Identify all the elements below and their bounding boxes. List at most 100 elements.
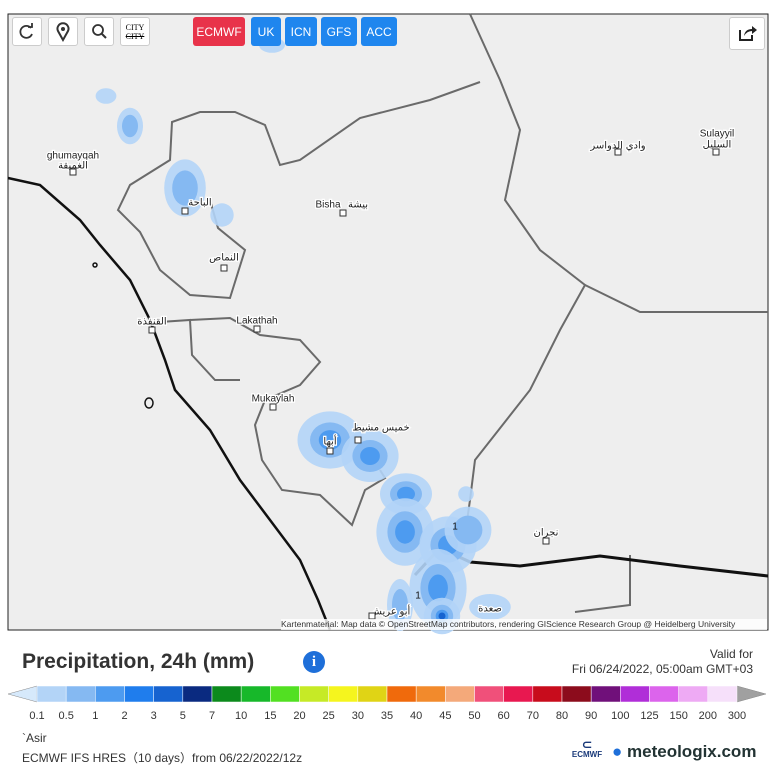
road (159, 318, 240, 381)
location-button[interactable] (48, 17, 78, 46)
place-marker (326, 447, 334, 455)
place-marker (712, 148, 720, 156)
precip-area (122, 114, 138, 138)
legend-title: Precipitation, 24h (mm) (22, 650, 255, 673)
meteologix-text: meteologix.com (627, 742, 757, 761)
place-marker (339, 209, 347, 217)
scale-tick-label: 50 (468, 710, 480, 722)
share-button[interactable] (729, 17, 765, 50)
road (189, 316, 387, 527)
scale-cell (445, 685, 475, 703)
precip-area (453, 515, 483, 545)
city-button[interactable]: CITY CITY (120, 17, 150, 46)
info-button[interactable]: i (303, 651, 325, 673)
contour-label: 1 (415, 591, 421, 602)
scale-cell (415, 685, 446, 703)
attribution: Kartenmaterial: Map data © OpenStreetMap… (281, 619, 767, 630)
place-label: النماص (209, 253, 239, 264)
scale-tick-label: 1 (92, 710, 98, 722)
model-button[interactable]: GFS (321, 17, 357, 46)
city-icon: CITY (125, 23, 145, 32)
scale-cell (357, 685, 388, 703)
place-marker (354, 436, 362, 444)
scale-tick-label: 125 (640, 710, 658, 722)
place-label: السليل (703, 140, 732, 151)
place-label: بيشة (348, 200, 368, 211)
precip-area (458, 486, 474, 502)
contour-label: 1 (452, 522, 458, 533)
place-marker (614, 148, 622, 156)
model-run: ECMWF IFS HRES（10 days）from 06/22/2022/1… (22, 751, 303, 765)
precip-area (395, 520, 415, 544)
scale-cell (649, 685, 679, 703)
place-label: خميس مشيط (352, 423, 409, 434)
place-marker (69, 168, 77, 176)
precip-area (95, 88, 117, 104)
scale-cell (153, 685, 184, 703)
precip-area (469, 594, 511, 620)
scale-cell (386, 685, 417, 703)
scale-cell (182, 685, 213, 703)
scale-cell (561, 685, 592, 703)
precip-area (172, 170, 198, 206)
scale-tick-label: 35 (381, 710, 393, 722)
scale-tick-label: 70 (527, 710, 539, 722)
meteologix-logo: ● meteologix.com (612, 742, 757, 761)
scale-tick-label: 5 (180, 710, 186, 722)
island (92, 262, 98, 268)
zoom-button[interactable] (84, 17, 114, 46)
road (574, 555, 631, 613)
scale-tick-label: 80 (556, 710, 568, 722)
model-button[interactable]: ACC (361, 17, 397, 46)
scale-tick-label: 90 (585, 710, 597, 722)
scale-tick-label: 10 (235, 710, 247, 722)
scale-cell (678, 685, 709, 703)
place-marker (148, 326, 156, 334)
precip-area (360, 447, 380, 465)
scale-tick-label: 15 (264, 710, 276, 722)
region: `Asir (22, 731, 47, 745)
model-button[interactable]: ECMWF (193, 17, 245, 46)
precip-area (438, 612, 446, 620)
scale-cell (299, 685, 329, 703)
color-scale: 0.1 0.5 1 2 3 5 7 10 15 20 25 30 35 40 45 50 60 70 80 90 100… (7, 685, 767, 722)
scale-cell (65, 685, 96, 703)
scale-cell (590, 685, 621, 703)
refresh-button[interactable] (12, 17, 42, 46)
scale-tick-label: 0.5 (59, 710, 74, 722)
precipitation (95, 37, 511, 635)
scale-cell (95, 685, 125, 703)
ecmwf-logo-text: ECMWF (571, 750, 603, 759)
place-label: نجران (534, 528, 559, 539)
scale-tick-label: 200 (699, 710, 717, 722)
scale-over (736, 685, 767, 703)
road (584, 284, 768, 313)
scale-tick-label: 100 (611, 710, 629, 722)
valid-box: Valid for Fri 06/24/2022, 05:00am GMT+03 (572, 647, 753, 677)
place-marker (220, 264, 228, 272)
ecmwf-logo: ⊂ ECMWF (568, 738, 606, 759)
scale-tick-label: 150 (669, 710, 687, 722)
scale-cell (36, 685, 67, 703)
road (116, 81, 481, 300)
place-label: وادي الدواسر (589, 141, 645, 152)
model-button[interactable]: ICN (285, 17, 317, 46)
model-button[interactable]: UK (251, 17, 281, 46)
roads (116, 13, 768, 613)
city-icon: CITY (125, 32, 145, 41)
place-label: القنفذة (137, 317, 166, 328)
scale-tick-label: 45 (439, 710, 451, 722)
place-label: أبو عريش (370, 605, 411, 618)
scale-cell (240, 685, 271, 703)
precip-area (318, 430, 342, 450)
scale-tick-label: 25 (323, 710, 335, 722)
place-label: Lakathah (236, 316, 277, 327)
scale-tick-label: 300 (728, 710, 746, 722)
place-marker (269, 403, 277, 411)
place-label: صعدة (478, 604, 502, 615)
precip-area (210, 203, 234, 227)
scale-cell (474, 685, 504, 703)
scale-under (7, 685, 38, 703)
scale-cell (707, 685, 738, 703)
coast (7, 176, 332, 631)
